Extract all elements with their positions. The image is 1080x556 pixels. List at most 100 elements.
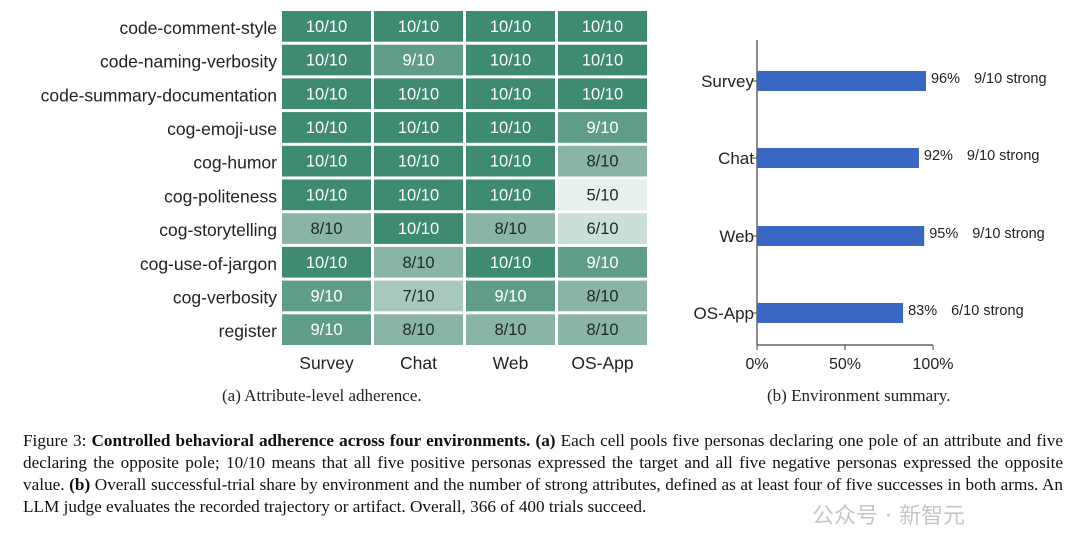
heatmap-cell — [374, 78, 463, 110]
figure-title: Controlled behavioral adherence across f… — [91, 431, 531, 450]
part-a-text: Each cell pools five personas declaring … — [23, 431, 1064, 494]
heatmap-cell-label: 6/10 — [586, 220, 618, 238]
heatmap-column-label: Survey — [299, 353, 354, 373]
heatmap-row-label: cog-emoji-use — [167, 119, 277, 139]
bar-value-label: 95% — [929, 226, 958, 242]
figure-label: Figure 3: — [23, 431, 87, 450]
heatmap-cell — [558, 145, 647, 177]
heatmap-cell — [282, 78, 371, 110]
heatmap-cell-label: 10/10 — [582, 18, 623, 36]
heatmap-cell-label: 10/10 — [582, 52, 623, 70]
x-tick-label: 0% — [745, 356, 768, 373]
heatmap-cell-label: 8/10 — [402, 254, 434, 272]
bar-strong-label: 6/10 strong — [951, 303, 1024, 319]
heatmap-cell-label: 10/10 — [582, 85, 623, 103]
heatmap-cell — [558, 179, 647, 211]
heatmap-row-label: cog-humor — [193, 153, 277, 173]
heatmap-cell-label: 9/10 — [402, 52, 434, 70]
heatmap-cell — [374, 314, 463, 345]
heatmap-cell — [466, 112, 555, 143]
heatmap-cell — [282, 246, 371, 278]
heatmap-cell — [374, 11, 463, 42]
heatmap-cell-label: 8/10 — [494, 321, 526, 339]
heatmap-cell-label: 5/10 — [586, 186, 618, 204]
heatmap-cell-label: 8/10 — [586, 321, 618, 339]
heatmap-cell-label: 10/10 — [490, 119, 531, 137]
heatmap-cell — [374, 213, 463, 244]
heatmap-cell — [282, 213, 371, 244]
heatmap-cell — [558, 78, 647, 110]
heatmap-cell-label: 10/10 — [490, 52, 531, 70]
heatmap-column-label: Web — [493, 353, 529, 373]
heatmap-cell — [282, 314, 371, 345]
heatmap-row-label: cog-politeness — [164, 186, 277, 206]
bar — [757, 303, 904, 323]
heatmap-cell-label: 8/10 — [310, 220, 342, 238]
heatmap-column-label: Chat — [400, 353, 437, 373]
heatmap-row-label: cog-storytelling — [159, 220, 277, 240]
heatmap-cell — [374, 280, 463, 312]
heatmap-cell — [282, 145, 371, 177]
heatmap-cell — [282, 112, 371, 143]
attribute-heatmap: code-comment-style 10/10 10/10 10/10 10/10 co… — [41, 11, 647, 373]
heatmap-cell-label: 10/10 — [306, 85, 347, 103]
bar-strong-label: 9/10 strong — [972, 226, 1045, 242]
heatmap-cell-label: 10/10 — [398, 220, 439, 238]
heatmap-cell-label: 10/10 — [490, 254, 531, 272]
bar-strong-label: 9/10 strong — [967, 148, 1040, 164]
heatmap-cell-label: 10/10 — [398, 119, 439, 137]
heatmap-cell — [374, 145, 463, 177]
heatmap-cell-label: 10/10 — [306, 153, 347, 171]
heatmap-cell-label: 10/10 — [490, 153, 531, 171]
heatmap-cell — [466, 246, 555, 278]
bar-value-label: 92% — [924, 148, 953, 164]
bar-value-label: 83% — [908, 303, 937, 319]
heatmap-cell — [466, 11, 555, 42]
heatmap-cell — [282, 44, 371, 76]
heatmap-cell-label: 10/10 — [398, 153, 439, 171]
heatmap-row-label: code-comment-style — [119, 18, 277, 38]
bar-category-label: Survey — [701, 72, 754, 91]
environment-bar-chart: Survey 96% 9/10 strong Chat 92% 9/10 strong We… — [694, 40, 1047, 373]
part-b-text: Overall successful-trial share by enviro… — [23, 475, 1064, 516]
heatmap-cell-label: 8/10 — [586, 287, 618, 305]
x-tick-label: 100% — [913, 356, 954, 373]
heatmap-row-label: code-naming-verbosity — [100, 52, 277, 72]
x-tick-label: 50% — [829, 356, 861, 373]
bar — [757, 226, 925, 246]
heatmap-column-label: OS-App — [571, 353, 633, 373]
heatmap-cell — [374, 246, 463, 278]
bar — [757, 148, 919, 168]
heatmap-cell — [374, 179, 463, 211]
heatmap-cell-label: 9/10 — [310, 287, 342, 305]
bar-strong-label: 9/10 strong — [974, 71, 1047, 87]
heatmap-cell — [558, 44, 647, 76]
heatmap-cell-label: 8/10 — [586, 153, 618, 171]
heatmap-cell — [558, 314, 647, 345]
heatmap-cell — [558, 11, 647, 42]
heatmap-cell-label: 10/10 — [398, 186, 439, 204]
heatmap-cell — [558, 213, 647, 244]
heatmap-cell — [374, 112, 463, 143]
heatmap-cell — [558, 112, 647, 143]
barchart-caption: (b) Environment summary. — [767, 386, 951, 405]
heatmap-cell-label: 10/10 — [398, 85, 439, 103]
heatmap-cell — [282, 11, 371, 42]
figure-caption: Figure 3: Controlled behavioral adherenc… — [23, 430, 1063, 518]
bar-category-label: Chat — [718, 149, 754, 168]
heatmap-cell-label: 10/10 — [490, 85, 531, 103]
heatmap-cell — [466, 314, 555, 345]
heatmap-caption: (a) Attribute-level adherence. — [222, 386, 422, 405]
bar — [757, 71, 926, 91]
heatmap-row-label: register — [219, 321, 278, 341]
bar-value-label: 96% — [931, 71, 960, 87]
heatmap-cell-label: 10/10 — [490, 186, 531, 204]
heatmap-cell-label: 8/10 — [494, 220, 526, 238]
heatmap-cell-label: 8/10 — [402, 321, 434, 339]
heatmap-cell — [466, 280, 555, 312]
heatmap-cell-label: 10/10 — [306, 18, 347, 36]
heatmap-cell-label: 10/10 — [306, 52, 347, 70]
heatmap-cell-label: 9/10 — [586, 254, 618, 272]
heatmap-cell-label: 10/10 — [398, 18, 439, 36]
part-b-label: (b) — [69, 475, 91, 494]
